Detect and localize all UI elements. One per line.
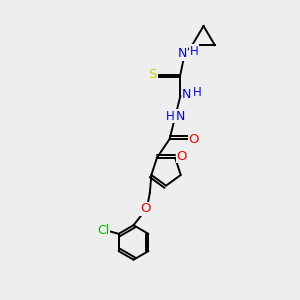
Text: N: N	[178, 47, 187, 60]
Text: N: N	[176, 110, 185, 123]
Text: O: O	[189, 133, 199, 146]
Text: O: O	[176, 150, 187, 163]
Text: Cl: Cl	[97, 224, 109, 237]
Text: H: H	[166, 110, 175, 123]
Text: H: H	[193, 86, 202, 99]
Text: N: N	[182, 88, 191, 101]
Text: S: S	[148, 68, 157, 81]
Text: O: O	[140, 202, 151, 215]
Text: H: H	[190, 44, 199, 58]
